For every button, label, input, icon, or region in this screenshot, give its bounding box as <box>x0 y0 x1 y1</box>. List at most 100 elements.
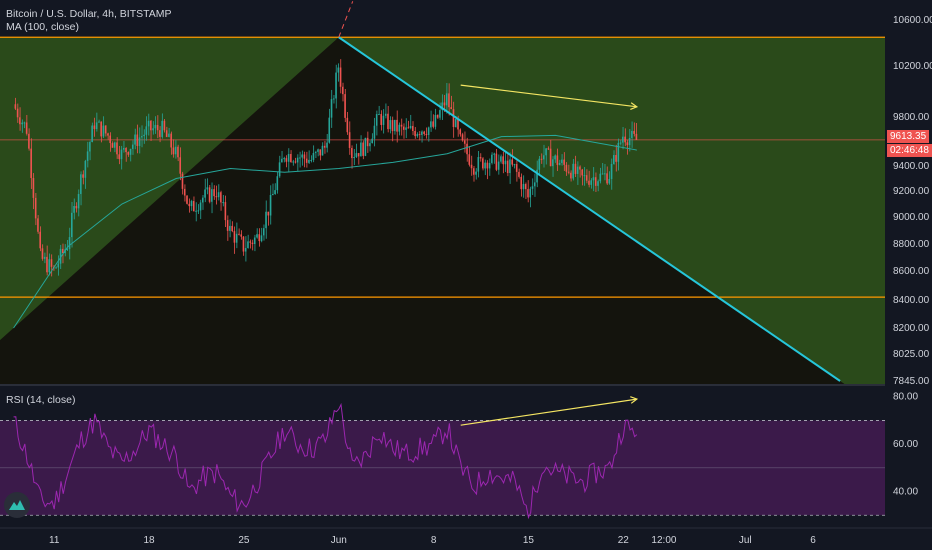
time-tick-label: 18 <box>143 535 155 546</box>
candle-body <box>332 98 335 100</box>
candle-body <box>66 248 69 250</box>
candle-body <box>353 156 355 159</box>
candle-body <box>459 129 462 135</box>
candle-body <box>398 124 401 132</box>
time-tick-label: 25 <box>238 535 250 546</box>
candle-body <box>357 153 360 157</box>
candle-body <box>16 108 19 118</box>
candle-body <box>393 119 396 132</box>
candle-body <box>531 186 534 189</box>
candle-body <box>421 131 423 135</box>
candle-body <box>561 159 563 163</box>
candle-body <box>262 228 265 236</box>
candle-body <box>224 202 227 221</box>
candle-body <box>150 120 152 131</box>
candle-body <box>628 138 631 146</box>
candle-body <box>545 148 547 156</box>
candle-body <box>635 133 638 140</box>
candle-body <box>330 99 333 118</box>
candle-body <box>154 124 157 129</box>
candle-body <box>59 248 62 264</box>
candle-body <box>308 159 310 163</box>
candle-body <box>405 127 407 130</box>
candle-body <box>441 102 443 111</box>
candle-body <box>540 158 543 160</box>
candle-body <box>131 144 134 149</box>
candle-body <box>170 133 172 148</box>
time-tick-label: 11 <box>49 535 60 546</box>
descending-trend-line <box>338 36 841 382</box>
candle-body <box>25 122 28 134</box>
candle-body <box>247 241 249 249</box>
candle-body <box>301 154 303 158</box>
candle-body <box>556 155 559 165</box>
candle-body <box>272 194 274 196</box>
candle-body <box>592 177 595 181</box>
candle-body <box>192 201 195 212</box>
candle-body <box>355 153 358 157</box>
candle-body <box>199 202 202 211</box>
rsi-title[interactable]: RSI (14, close) <box>6 394 76 406</box>
candle-body <box>504 160 507 165</box>
candle-body <box>303 154 306 159</box>
candle-body <box>156 124 159 131</box>
candle-body <box>118 154 121 160</box>
candle-body <box>77 194 80 209</box>
tradingview-logo-icon[interactable] <box>4 492 30 518</box>
candle-body <box>172 147 175 155</box>
candle-body <box>384 113 387 116</box>
candle-body <box>430 121 432 128</box>
candle-body <box>369 143 371 147</box>
candle-body <box>470 164 473 169</box>
candle-body <box>145 126 148 135</box>
symbol-title[interactable]: Bitcoin / U.S. Dollar, 4h, BITSTAMP <box>6 8 172 20</box>
candle-body <box>463 140 466 144</box>
price-tick-label: 10200.00 <box>893 61 932 72</box>
candle-body <box>34 197 37 219</box>
candle-body <box>348 132 351 148</box>
price-tick-label: 9000.00 <box>893 212 930 223</box>
candle-body <box>211 189 213 202</box>
trend-lines[interactable] <box>338 1 841 382</box>
candle-body <box>39 231 41 249</box>
candle-body <box>231 225 233 232</box>
green-zone <box>0 36 885 384</box>
candle-body <box>134 134 136 145</box>
candle-body <box>93 125 96 130</box>
candle-body <box>475 171 477 175</box>
candle-body <box>14 104 17 109</box>
rsi-legend: RSI (14, close) <box>6 394 75 407</box>
candle-body <box>558 162 561 165</box>
candle-body <box>129 148 132 155</box>
candle-body <box>491 154 493 163</box>
candle-body <box>206 187 209 190</box>
candle-body <box>466 143 468 155</box>
candle-body <box>323 145 326 148</box>
candle-body <box>122 147 125 150</box>
candle-body <box>299 157 301 159</box>
candle-body <box>274 190 276 195</box>
price-tick-label: 10600.00 <box>893 15 932 26</box>
candle-body <box>524 184 527 190</box>
candle-body <box>226 220 229 231</box>
candle-body <box>631 130 633 139</box>
rsi-tick-label: 40.00 <box>893 487 918 498</box>
price-divergence-arrow <box>460 84 637 108</box>
candle-body <box>276 176 279 191</box>
price-tick-label: 8400.00 <box>893 295 930 306</box>
candle-body <box>251 242 254 245</box>
candle-body <box>339 67 342 87</box>
candle-body <box>529 188 532 198</box>
ma-legend[interactable]: MA (100, close) <box>6 21 79 33</box>
candle-body <box>242 236 245 252</box>
candle-body <box>450 107 453 110</box>
candle-body <box>418 134 421 136</box>
candle-body <box>75 205 78 209</box>
candle-body <box>267 211 270 216</box>
candle-body <box>549 148 552 167</box>
candle-body <box>186 195 188 204</box>
candle-body <box>95 122 98 130</box>
candle-body <box>183 188 186 196</box>
annotation-arrows[interactable] <box>460 84 639 426</box>
